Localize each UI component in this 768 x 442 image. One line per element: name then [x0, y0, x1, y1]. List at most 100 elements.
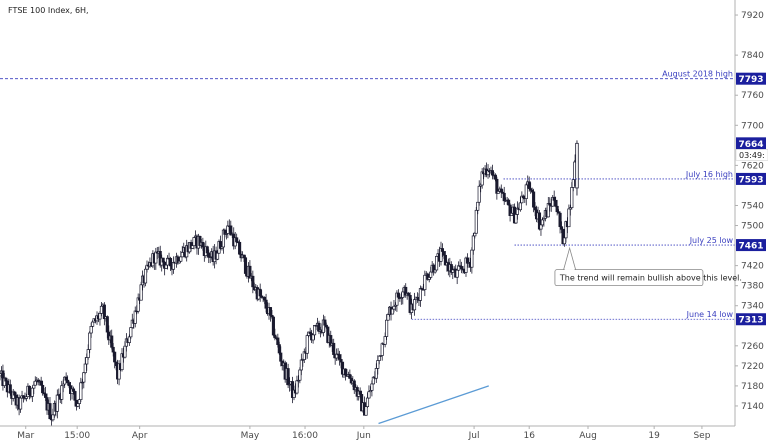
candle-body — [477, 185, 481, 203]
countdown-box — [735, 149, 768, 161]
candle-body — [470, 249, 474, 268]
candle-body — [191, 245, 195, 249]
candle-body — [527, 181, 531, 189]
candle-body — [567, 208, 571, 228]
candle-body — [88, 332, 92, 350]
candle-body — [33, 380, 37, 386]
level-price-text: 7461 — [738, 242, 763, 252]
candle-body — [251, 275, 255, 288]
candle-body — [279, 352, 283, 362]
level-price-text: 7593 — [738, 175, 763, 185]
candle-body — [89, 326, 93, 334]
candle-body — [13, 391, 17, 396]
current-price-text: 7664 — [738, 140, 763, 150]
candle-body — [180, 251, 184, 258]
candle-body — [55, 394, 59, 412]
annotation-layer: The trend will remain bullish above this… — [554, 246, 742, 287]
callout-text: The trend will remain bullish above this… — [559, 274, 742, 283]
level-price-box — [736, 72, 766, 85]
candle-body — [385, 319, 389, 337]
x-tick-label: 19 — [648, 431, 660, 441]
level-label: July 16 high — [685, 170, 733, 179]
candle-body — [507, 199, 511, 206]
candle-body — [570, 187, 574, 208]
candle-body — [133, 310, 137, 324]
candles-layer — [0, 140, 579, 426]
candle-body — [471, 235, 475, 251]
candle-body — [99, 305, 103, 314]
callout-box — [554, 269, 704, 287]
candle-body — [313, 325, 317, 336]
candle-body — [554, 199, 558, 207]
candle-body — [323, 319, 327, 326]
candle-body — [73, 391, 77, 401]
candle-body — [358, 390, 362, 395]
y-tick-label: 7340 — [741, 302, 764, 312]
candle-body — [110, 335, 114, 348]
candle-body — [401, 291, 405, 298]
candle-body — [71, 388, 76, 392]
candle-body — [51, 414, 55, 421]
candle-body — [396, 292, 400, 298]
candle-body — [418, 288, 422, 301]
candle-body — [19, 397, 23, 410]
candle-body — [243, 257, 248, 274]
candle-body — [77, 399, 81, 404]
y-tick-label: 7380 — [741, 282, 764, 292]
candle-body — [113, 351, 117, 363]
level-label: June 14 low — [686, 310, 734, 319]
y-tick-label: 7920 — [741, 11, 764, 21]
candle-body — [67, 382, 71, 387]
candle-body — [476, 201, 480, 211]
candle-body — [575, 142, 579, 189]
candle-body — [435, 255, 439, 271]
candle-body — [390, 308, 395, 315]
candle-body — [179, 256, 183, 262]
countdown-text: 03:49: — [739, 151, 765, 160]
candle-body — [305, 335, 309, 354]
candle-body — [493, 174, 497, 180]
candle-body — [295, 380, 299, 394]
candle-body — [546, 203, 550, 218]
candle-body — [30, 387, 34, 397]
candle-body — [277, 344, 281, 354]
candle-body — [374, 368, 378, 379]
x-tick-label: 15:00 — [64, 431, 90, 441]
chart-title: FTSE 100 Index, 6H, — [8, 6, 89, 15]
candle-body — [143, 268, 148, 284]
candle-body — [460, 266, 464, 270]
candle-body — [8, 384, 12, 394]
candle-body — [98, 313, 102, 320]
candle-body — [111, 346, 115, 353]
x-tick-label: Jun — [356, 431, 371, 441]
candle-body — [412, 299, 417, 311]
candle-body — [559, 226, 564, 230]
y-tick-label: 7540 — [741, 201, 764, 211]
candle-body — [558, 212, 562, 228]
candle-body — [552, 196, 556, 201]
candle-body — [271, 316, 275, 336]
candle-body — [48, 403, 52, 420]
level-price-text: 7793 — [738, 75, 763, 85]
candle-body — [268, 307, 273, 316]
x-tick-label: Mar — [17, 431, 34, 441]
candle-body — [332, 342, 336, 355]
candle-body — [376, 360, 380, 369]
candle-body — [510, 212, 514, 216]
candle-body — [32, 384, 36, 389]
candle-body — [164, 264, 168, 269]
candle-body — [64, 376, 68, 381]
y-tick-label: 7700 — [741, 121, 764, 131]
candle-body — [79, 382, 83, 400]
y-tick-label: 7760 — [741, 91, 764, 101]
candle-body — [442, 251, 446, 256]
callout-joint — [564, 269, 575, 271]
candle-body — [518, 202, 522, 211]
candle-body — [502, 192, 506, 202]
trendline — [378, 385, 489, 425]
candle-body — [114, 361, 118, 367]
candle-body — [235, 237, 239, 243]
candle-body — [473, 232, 477, 237]
candle-body — [514, 214, 518, 224]
